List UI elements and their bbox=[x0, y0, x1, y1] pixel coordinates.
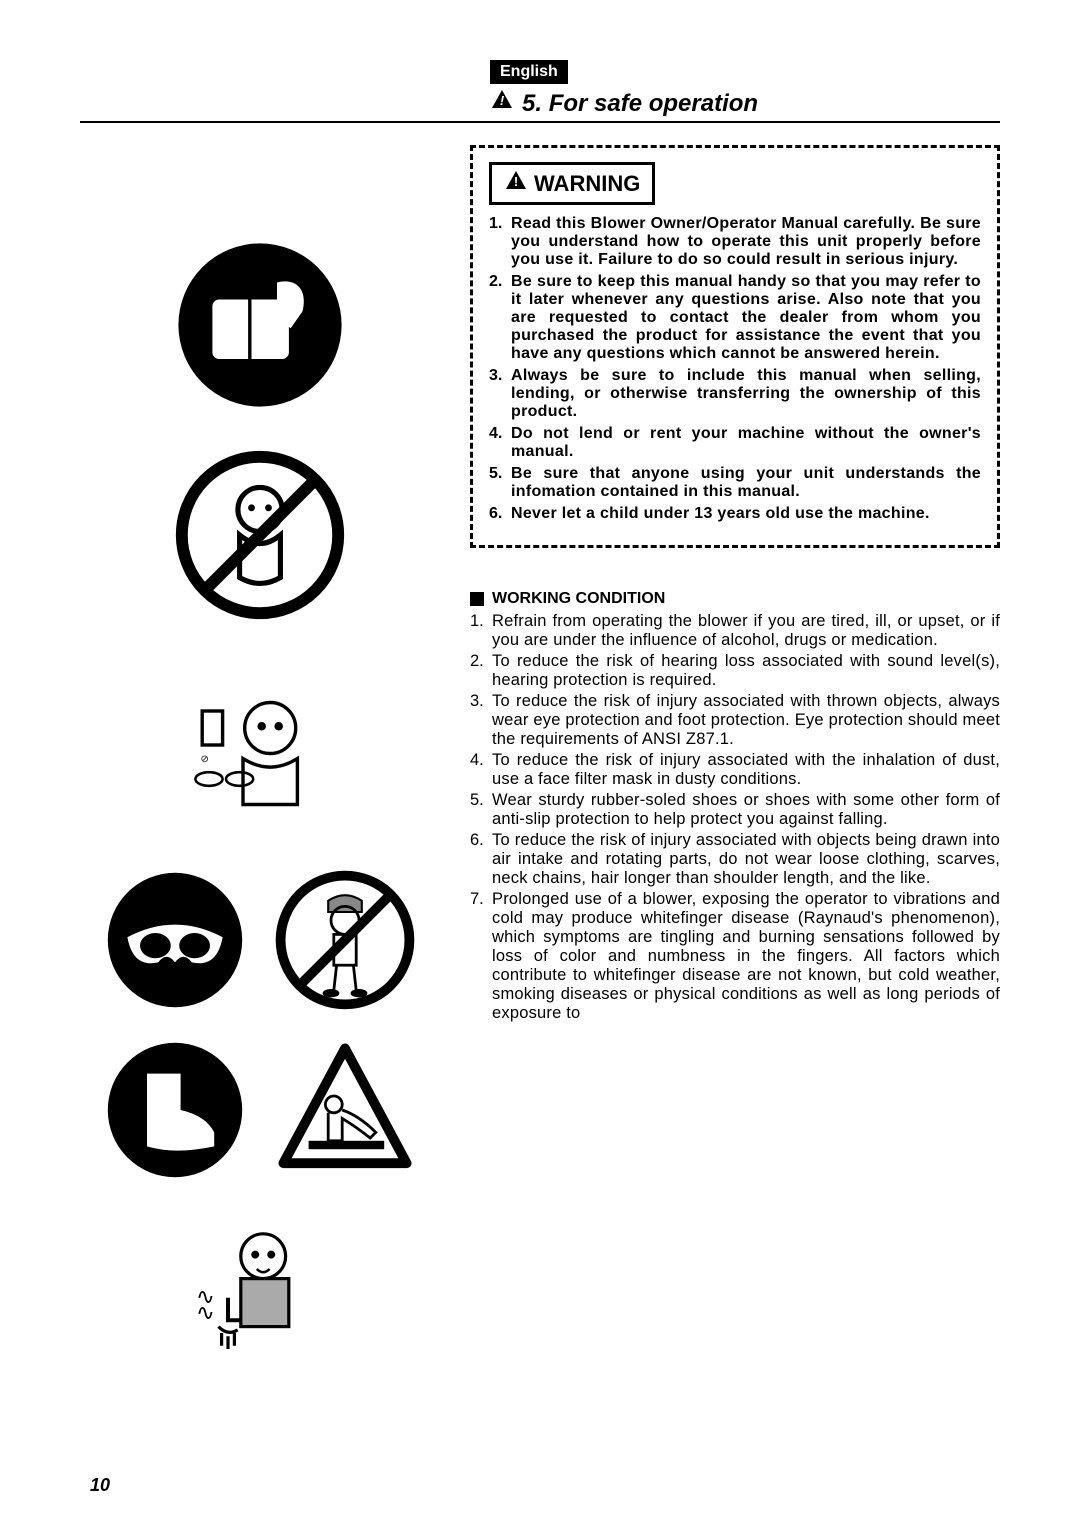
child-ppe-icon bbox=[270, 865, 420, 1015]
square-bullet-icon bbox=[470, 592, 484, 606]
svg-text:∿: ∿ bbox=[196, 1300, 215, 1325]
working-condition-heading: WORKING CONDITION bbox=[470, 590, 1000, 608]
boot-icon bbox=[100, 1035, 250, 1185]
svg-text:!: ! bbox=[514, 174, 518, 189]
page-number: 10 bbox=[90, 1475, 110, 1496]
goggles-icon bbox=[100, 865, 250, 1015]
no-tired-operator-icon: ⊘ bbox=[170, 655, 350, 835]
warning-list: 1.Read this Blower Owner/Operator Manual… bbox=[489, 215, 981, 523]
no-children-icon bbox=[170, 445, 350, 625]
loose-clothing-warning-icon bbox=[270, 1035, 420, 1185]
section-title: ! 5. For safe operation bbox=[490, 88, 1000, 119]
warning-triangle-icon: ! bbox=[490, 88, 514, 119]
warning-box: ! WARNING 1.Read this Blower Owner/Opera… bbox=[470, 145, 1000, 548]
warning-label: ! WARNING bbox=[489, 162, 655, 205]
hand-vibration-icon: ∿ ∿ bbox=[170, 1205, 350, 1365]
svg-text:⊘: ⊘ bbox=[201, 754, 210, 765]
working-condition-list: 1.Refrain from operating the blower if y… bbox=[470, 612, 1000, 1023]
read-manual-icon bbox=[170, 235, 350, 415]
safety-pictograms: ⊘ bbox=[80, 145, 440, 1365]
divider bbox=[80, 121, 1000, 123]
language-badge: English bbox=[490, 60, 568, 84]
svg-text:!: ! bbox=[500, 93, 505, 108]
warning-triangle-icon: ! bbox=[504, 169, 528, 198]
